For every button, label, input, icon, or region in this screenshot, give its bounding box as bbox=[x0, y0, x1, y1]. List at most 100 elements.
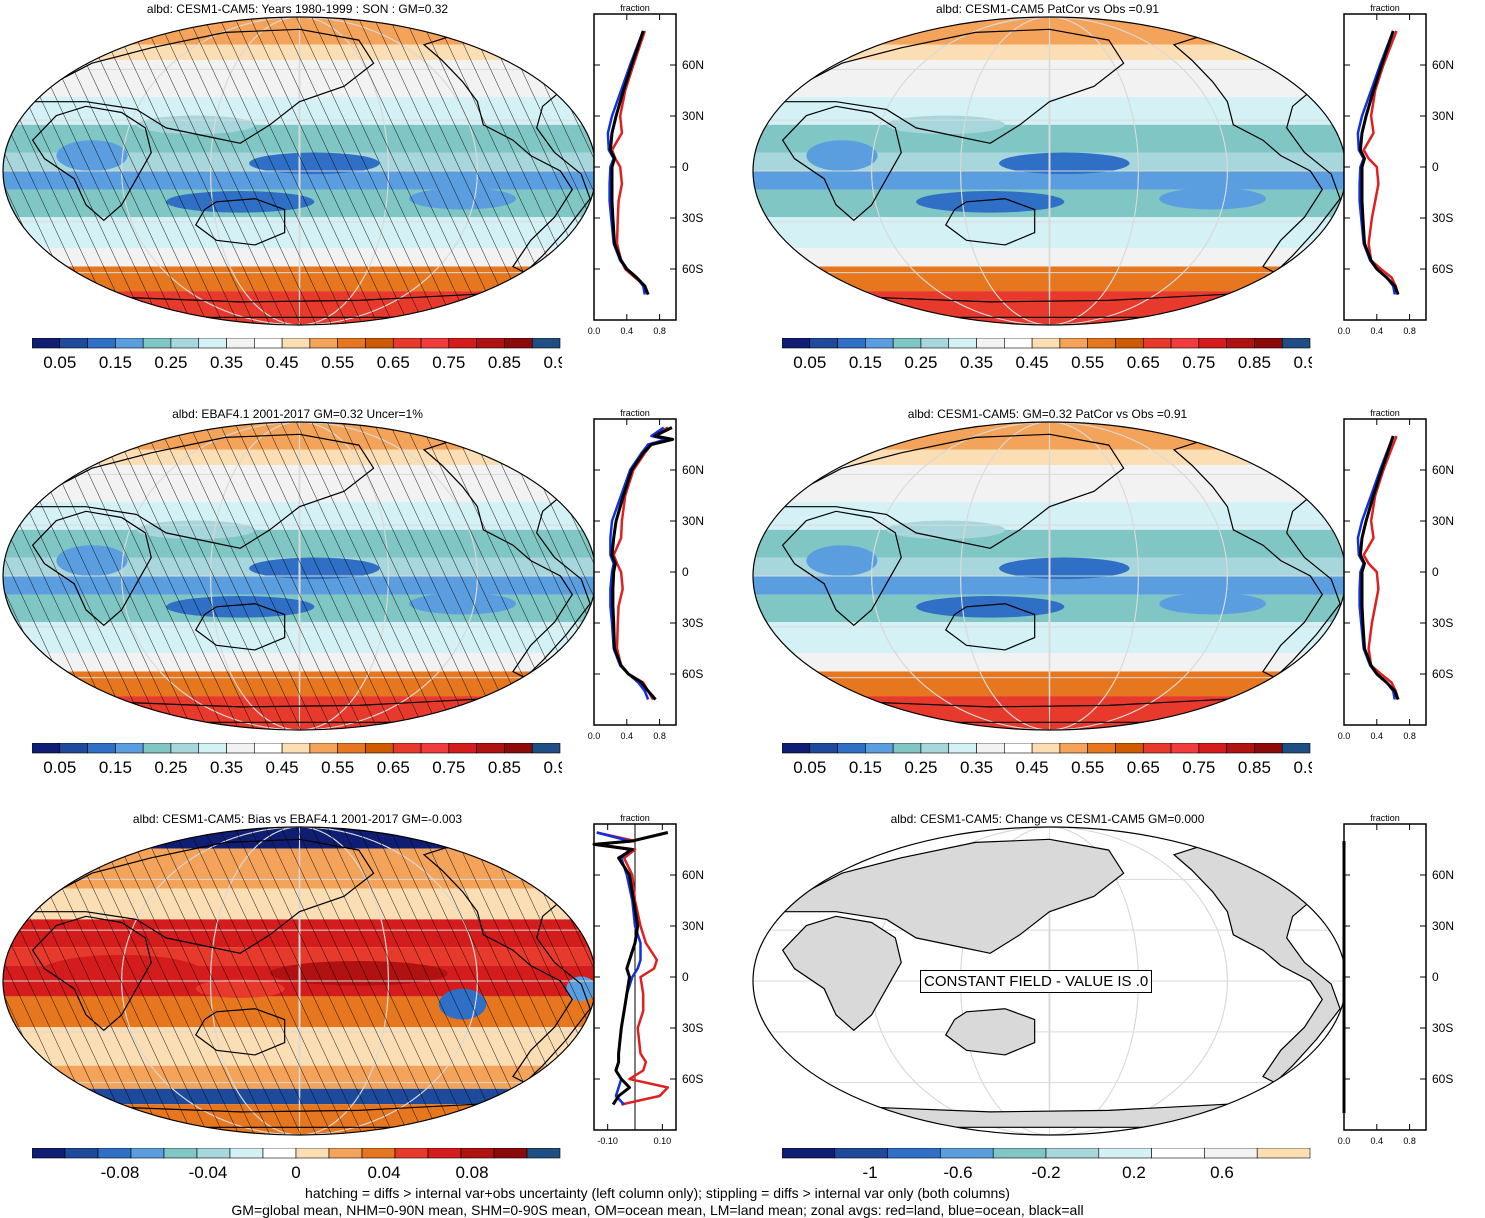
colorbar-label: 0.35 bbox=[960, 758, 993, 777]
zonal-series-all bbox=[1358, 30, 1400, 296]
colorbar-swatch bbox=[892, 743, 922, 754]
zonal-series-land bbox=[1362, 435, 1400, 700]
colorbar-label: 0.85 bbox=[488, 353, 521, 372]
colorbar-swatch bbox=[1004, 743, 1033, 754]
colorbar-swatch bbox=[887, 1148, 941, 1159]
colorbar-swatch bbox=[782, 338, 811, 349]
colorbar-label: 0.35 bbox=[210, 353, 243, 372]
continent-australia bbox=[944, 603, 1036, 651]
colorbar-swatch bbox=[130, 1148, 165, 1159]
colorbar-swatch bbox=[337, 338, 366, 349]
zonal-series-all bbox=[610, 426, 675, 701]
colorbar-swatch bbox=[920, 743, 950, 754]
colorbar: 0.05 0.15 0.25 0.35 0.45 0.55 0.65 0.75 0.85 0.95… bbox=[782, 338, 1312, 372]
colorbar-swatch bbox=[420, 338, 450, 349]
lat-tick-label: 30N bbox=[1432, 514, 1454, 528]
lat-tick-label: 30N bbox=[682, 514, 704, 528]
colorbar-swatch bbox=[59, 743, 88, 754]
x-tick-label: 0.4 bbox=[621, 326, 634, 336]
lat-tick-label: 0 bbox=[682, 970, 689, 984]
colorbar-swatch bbox=[460, 1148, 495, 1159]
colorbar-swatch bbox=[782, 1148, 836, 1159]
colorbar-swatch bbox=[1281, 338, 1311, 349]
colorbar-swatch bbox=[1004, 338, 1033, 349]
colorbar-swatch bbox=[427, 1148, 462, 1159]
lat-tick-label: 30N bbox=[682, 919, 704, 933]
colorbar-label: 0.55 bbox=[321, 758, 354, 777]
colorbar-swatch bbox=[142, 743, 172, 754]
colorbar-label: 0.85 bbox=[488, 758, 521, 777]
x-tick-label: 0.4 bbox=[1371, 1136, 1384, 1146]
colorbar-label: 0.25 bbox=[154, 758, 187, 777]
colorbar-swatch bbox=[976, 743, 1005, 754]
colorbar-swatch bbox=[309, 743, 338, 754]
colorbar-swatch bbox=[392, 743, 422, 754]
zonal-mean-plot: 60N 30N 0 30S 60S 0.0 0.4 0.8 fraction bbox=[588, 408, 704, 741]
zonal-mean-plot: 60N 30N 0 30S 60S 0.0 0.4 0.8 fraction bbox=[1338, 408, 1454, 741]
colorbar-swatch bbox=[365, 338, 394, 349]
colorbar-swatch bbox=[837, 338, 866, 349]
constant-field-annotation: CONSTANT FIELD - VALUE IS .0 bbox=[920, 970, 1153, 993]
colorbar-label: -0.6 bbox=[943, 1163, 972, 1182]
lat-tick-label: 60S bbox=[1432, 667, 1453, 681]
colorbar-label: 0.95 bbox=[1293, 353, 1312, 372]
colorbar-swatch bbox=[142, 338, 172, 349]
colorbar-label: 0.08 bbox=[455, 1163, 488, 1182]
map-plot bbox=[752, 16, 1347, 326]
lat-tick-label: 60S bbox=[1432, 1072, 1453, 1086]
map-plot bbox=[752, 421, 1347, 731]
colorbar-label: 0.25 bbox=[904, 758, 937, 777]
colorbar-swatch bbox=[97, 1148, 132, 1159]
colorbar-label: 0.65 bbox=[377, 758, 410, 777]
footer-line-1: hatching = diffs > internal var+obs unce… bbox=[305, 1185, 1010, 1201]
x-tick-label: 0.0 bbox=[588, 326, 600, 336]
colorbar-swatch bbox=[361, 1148, 396, 1159]
colorbar-swatch bbox=[254, 338, 283, 349]
colorbar-label: 0.85 bbox=[1238, 758, 1271, 777]
colorbar-swatch bbox=[281, 743, 311, 754]
continent-eurasia bbox=[774, 28, 1125, 144]
colorbar-swatch bbox=[892, 338, 922, 349]
colorbar-swatch bbox=[32, 743, 61, 754]
map-plot bbox=[2, 16, 597, 326]
colorbar-swatch bbox=[196, 1148, 231, 1159]
colorbar-swatch bbox=[198, 338, 227, 349]
colorbar-swatch bbox=[170, 743, 200, 754]
x-tick-label: 0.8 bbox=[1403, 326, 1416, 336]
colorbar-label: 0.25 bbox=[154, 353, 187, 372]
colorbar-swatch bbox=[448, 338, 477, 349]
colorbar-swatch bbox=[1045, 1148, 1100, 1159]
colorbar-swatch bbox=[1254, 338, 1283, 349]
colorbar-label: -1 bbox=[862, 1163, 877, 1182]
colorbar-swatch bbox=[865, 743, 894, 754]
colorbar-swatch bbox=[1198, 743, 1227, 754]
lat-tick-label: 60N bbox=[1432, 58, 1454, 72]
map-field bbox=[3, 422, 596, 730]
colorbar-label: -0.04 bbox=[189, 1163, 228, 1182]
colorbar-swatch bbox=[531, 743, 561, 754]
colorbar-label: 0.55 bbox=[321, 353, 354, 372]
colorbar-swatch bbox=[1256, 1148, 1311, 1159]
colorbar-swatch bbox=[1087, 338, 1116, 349]
lat-tick-label: 60N bbox=[682, 58, 704, 72]
colorbar-label: 0.25 bbox=[904, 353, 937, 372]
x-tick-label: -0.10 bbox=[597, 1136, 618, 1146]
x-tick-label: 0.0 bbox=[1338, 1136, 1350, 1146]
colorbar: 0.05 0.15 0.25 0.35 0.45 0.55 0.65 0.75 0.85 0.95… bbox=[782, 743, 1312, 777]
map-field bbox=[753, 422, 1346, 730]
colorbar-label: 0.65 bbox=[1127, 353, 1160, 372]
continent-africa bbox=[781, 915, 902, 1032]
colorbar-swatch bbox=[365, 743, 394, 754]
colorbar-swatch bbox=[115, 743, 144, 754]
zonal-frame bbox=[1343, 823, 1427, 1131]
colorbar-swatch bbox=[1142, 338, 1172, 349]
colorbar-swatch bbox=[229, 1148, 264, 1159]
continent-africa bbox=[781, 105, 902, 222]
colorbar-swatch bbox=[1031, 743, 1061, 754]
colorbar-swatch bbox=[59, 338, 88, 349]
colorbar-swatch bbox=[948, 743, 977, 754]
lat-tick-label: 0 bbox=[1432, 565, 1439, 579]
colorbar-label: 0.6 bbox=[1210, 1163, 1234, 1182]
colorbar-swatch bbox=[281, 338, 311, 349]
lat-tick-label: 30S bbox=[682, 616, 703, 630]
